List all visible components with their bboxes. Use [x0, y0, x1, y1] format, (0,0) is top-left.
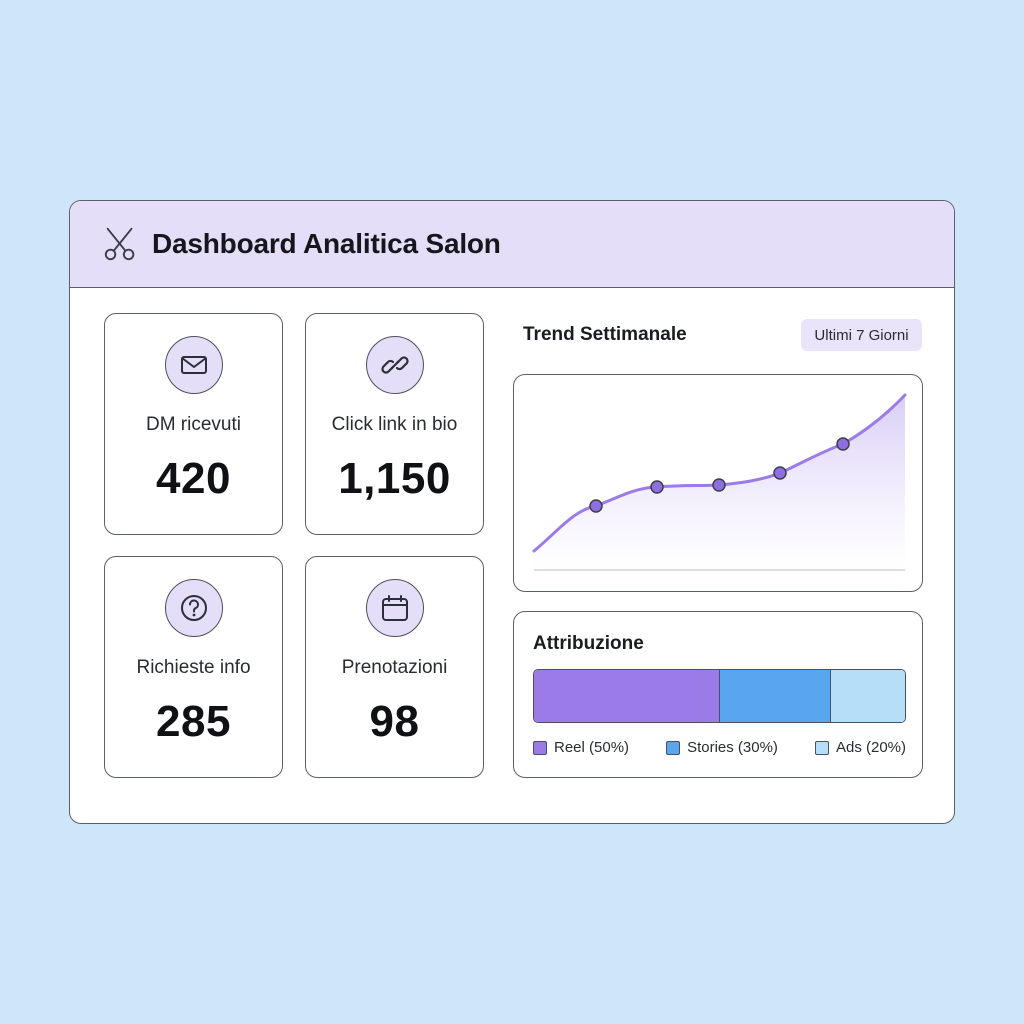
attribution-segment[interactable]: [830, 670, 905, 722]
scissors-icon: [104, 227, 135, 261]
trend-area: [534, 395, 905, 570]
metric-label: Richieste info: [136, 657, 251, 678]
attribution-bar: [533, 669, 906, 723]
trend-chart: [513, 374, 923, 592]
legend-label: Reel (50%): [554, 739, 630, 756]
legend-label: Ads (20%): [835, 739, 906, 756]
trend-point[interactable]: [712, 478, 726, 492]
date-range-button[interactable]: Ultimi 7 Giorni: [801, 319, 922, 351]
metric-label: Click link in bio: [331, 414, 458, 435]
metric-card-dm[interactable]: DM ricevuti 420: [104, 313, 283, 535]
trend-chart-svg: [532, 393, 907, 571]
legend-item: Reel (50%): [533, 739, 629, 756]
trend-point[interactable]: [589, 499, 603, 513]
trend-title: Trend Settimanale: [523, 324, 687, 345]
legend-swatch: [666, 740, 681, 755]
link-icon: [380, 356, 409, 374]
attribution-title: Attribuzione: [533, 633, 644, 654]
metric-value: 1,150: [338, 454, 451, 503]
trend-point[interactable]: [836, 437, 850, 451]
metric-card-info-requests[interactable]: Richieste info 285: [104, 556, 283, 778]
attribution-panel: Attribuzione Reel (50%) Stories (30%) Ads …: [513, 611, 923, 778]
title-bar: Dashboard Analitica Salon: [70, 201, 954, 288]
calendar-icon: [381, 595, 408, 621]
legend-item: Ads (20%): [814, 739, 906, 756]
attribution-legend: Reel (50%) Stories (30%) Ads (20%): [533, 739, 906, 756]
trend-point[interactable]: [650, 480, 664, 494]
metric-card-link-clicks[interactable]: Click link in bio 1,150: [305, 313, 484, 535]
dashboard-window: Dashboard Analitica Salon DM ricevuti 42…: [69, 200, 955, 824]
legend-item: Stories (30%): [666, 739, 778, 756]
metric-label: Prenotazioni: [341, 657, 448, 678]
metric-value: 98: [369, 697, 420, 746]
metric-card-bookings[interactable]: Prenotazioni 98: [305, 556, 484, 778]
legend-label: Stories (30%): [687, 739, 778, 756]
mail-icon: [180, 356, 207, 374]
mail-icon-wrap: [164, 336, 223, 394]
legend-swatch: [814, 740, 829, 755]
calendar-icon-wrap: [365, 579, 424, 637]
trend-point[interactable]: [773, 466, 787, 480]
link-icon-wrap: [365, 336, 424, 394]
legend-swatch: [533, 740, 547, 755]
question-icon: [180, 595, 207, 621]
question-icon-wrap: [164, 579, 223, 637]
attribution-segment[interactable]: [534, 670, 720, 722]
metric-value: 420: [156, 454, 231, 503]
attribution-segment[interactable]: [719, 670, 831, 722]
metric-value: 285: [156, 697, 231, 746]
metric-label: DM ricevuti: [145, 414, 241, 435]
dashboard-title: Dashboard Analitica Salon: [152, 228, 501, 259]
